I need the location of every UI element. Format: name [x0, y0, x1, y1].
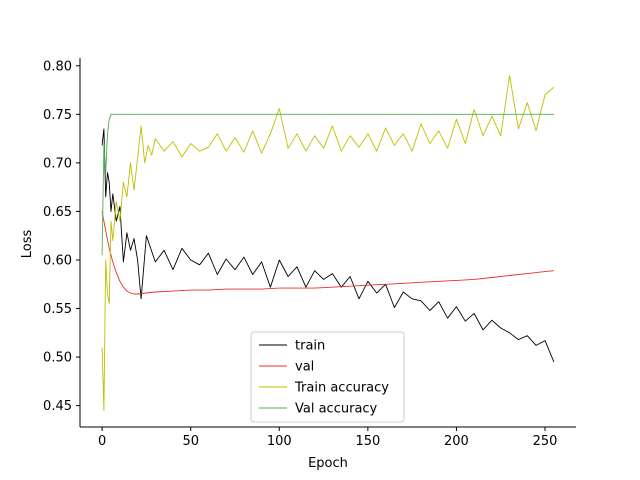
series-line-val	[101, 211, 554, 295]
y-tick-label: 0.65	[43, 205, 72, 220]
y-tick-label: 0.60	[43, 253, 72, 268]
legend-label-val-accuracy: Val accuracy	[295, 402, 378, 417]
plot-area	[101, 75, 555, 411]
y-axis-title: Loss	[20, 230, 35, 259]
x-tick-label: 200	[444, 434, 469, 449]
legend-frame	[250, 331, 405, 423]
legend-label-train: train	[295, 339, 325, 354]
axes	[79, 58, 576, 428]
y-tick-label: 0.50	[43, 351, 72, 366]
y-tick-label: 0.45	[43, 399, 72, 414]
x-ticks: 0 50 100 150 200 250	[98, 427, 557, 449]
x-tick-label: 50	[182, 434, 199, 449]
series-line-val-accuracy	[101, 113, 554, 256]
legend: train val Train accuracy Val accuracy	[250, 331, 405, 423]
y-tick-label: 0.80	[43, 59, 72, 74]
y-ticks: 0.45 0.50 0.55 0.60 0.65 0.70 0.75 0.80	[43, 59, 80, 414]
legend-label-val: val	[295, 360, 314, 375]
y-tick-label: 0.55	[43, 302, 72, 317]
series-line-train-accuracy	[101, 75, 555, 411]
x-tick-label: 250	[533, 434, 558, 449]
y-tick-label: 0.75	[43, 108, 72, 123]
x-tick-label: 100	[267, 434, 292, 449]
series-line-train	[101, 128, 555, 363]
x-tick-label: 0	[98, 434, 106, 449]
x-tick-label: 150	[355, 434, 380, 449]
x-axis-title: Epoch	[308, 456, 348, 471]
y-tick-label: 0.70	[43, 156, 72, 171]
legend-label-train-accuracy: Train accuracy	[294, 381, 389, 396]
